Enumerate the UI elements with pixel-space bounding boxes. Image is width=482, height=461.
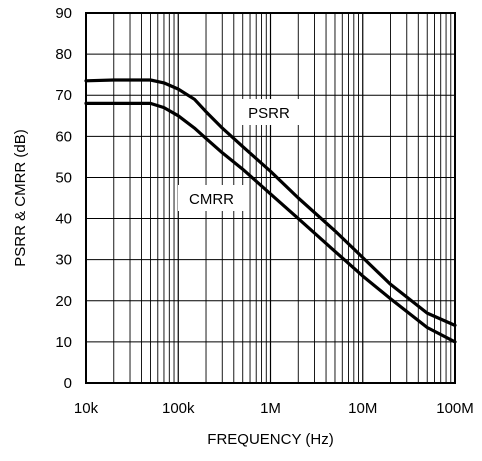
y-axis-title: PSRR & CMRR (dB): [12, 129, 29, 267]
x-tick-label: 100M: [436, 400, 474, 417]
y-tick-label: 60: [55, 128, 72, 145]
y-tick-label: 80: [55, 46, 72, 63]
series-line-psrr: [84, 78, 457, 327]
series-layer: [84, 78, 457, 344]
series-label-psrr: PSRR: [248, 105, 290, 122]
y-tick-label: 30: [55, 252, 72, 269]
series-label-bg: [178, 185, 245, 211]
grid-layer: [85, 12, 455, 384]
series-line-cmrr: [84, 101, 457, 344]
plot-frame: [85, 12, 456, 384]
x-tick-label: 10k: [74, 400, 99, 417]
series-label-bg: [238, 99, 300, 125]
y-tick-label: 20: [55, 293, 72, 310]
y-tick-label: 0: [64, 375, 72, 392]
y-tick-label: 70: [55, 87, 72, 104]
y-tick-label: 40: [55, 211, 72, 228]
y-tick-label: 90: [55, 5, 72, 22]
x-axis-title: FREQUENCY (Hz): [207, 431, 333, 448]
x-tick-label: 10M: [348, 400, 377, 417]
x-tick-label: 100k: [162, 400, 195, 417]
series-label-cmrr: CMRR: [189, 191, 234, 208]
tick-label-layer: 10k 100k 1M 10M 100M 0 10 20 30 40 50 60 70 80 90: [55, 5, 473, 417]
y-tick-label: 10: [55, 334, 72, 351]
x-tick-label: 1M: [260, 400, 281, 417]
series-label-layer: PSRR CMRR: [178, 99, 300, 211]
y-tick-label: 50: [55, 169, 72, 186]
